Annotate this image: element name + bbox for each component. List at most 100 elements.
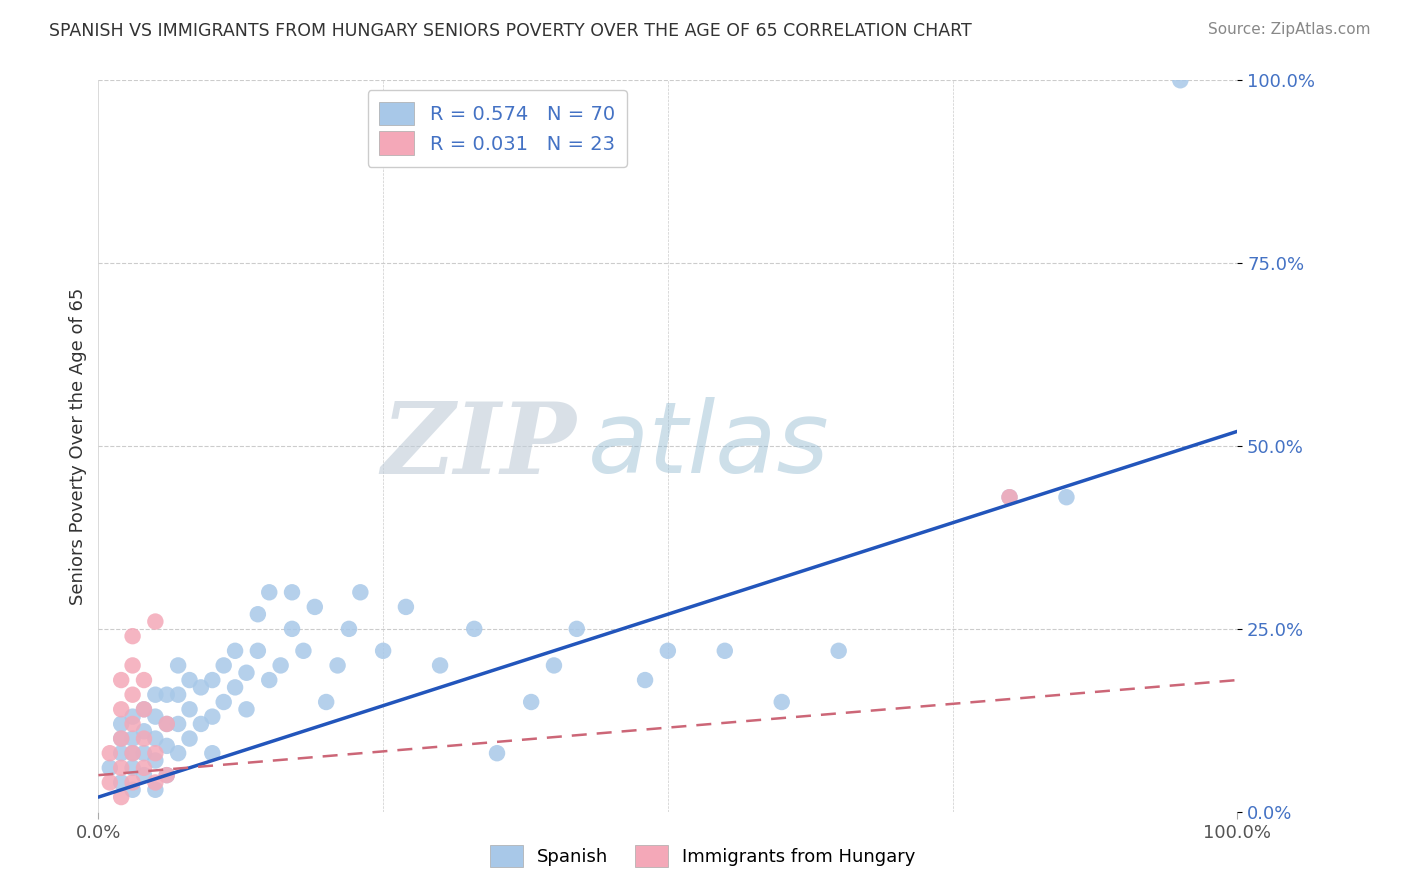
Point <box>259 585 281 599</box>
Point <box>337 622 360 636</box>
Point <box>110 731 132 746</box>
Point <box>259 673 281 687</box>
Point <box>145 746 167 760</box>
Point <box>167 746 190 760</box>
Point <box>224 644 246 658</box>
Point <box>145 775 167 789</box>
Point <box>520 695 543 709</box>
Point <box>132 761 155 775</box>
Point <box>156 717 179 731</box>
Point <box>1054 490 1078 504</box>
Point <box>145 731 167 746</box>
Point <box>121 688 143 702</box>
Point <box>121 709 143 723</box>
Legend: Spanish, Immigrants from Hungary: Spanish, Immigrants from Hungary <box>484 838 922 874</box>
Point <box>156 768 179 782</box>
Point <box>156 739 179 753</box>
Point <box>486 746 509 760</box>
Point <box>98 775 121 789</box>
Point <box>998 490 1021 504</box>
Point <box>281 585 304 599</box>
Point <box>121 746 143 760</box>
Point <box>246 607 269 622</box>
Point <box>770 695 793 709</box>
Y-axis label: Seniors Poverty Over the Age of 65: Seniors Poverty Over the Age of 65 <box>69 287 87 605</box>
Point <box>121 731 143 746</box>
Point <box>201 673 224 687</box>
Text: Source: ZipAtlas.com: Source: ZipAtlas.com <box>1208 22 1371 37</box>
Point <box>110 731 132 746</box>
Point <box>212 658 235 673</box>
Point <box>235 665 257 680</box>
Legend: R = 0.574   N = 70, R = 0.031   N = 23: R = 0.574 N = 70, R = 0.031 N = 23 <box>367 90 627 167</box>
Point <box>201 746 224 760</box>
Point <box>98 746 121 760</box>
Point <box>270 658 292 673</box>
Point <box>132 724 155 739</box>
Point <box>156 688 179 702</box>
Point <box>179 731 201 746</box>
Point <box>110 790 132 805</box>
Point <box>145 754 167 768</box>
Point <box>132 731 155 746</box>
Point <box>315 695 337 709</box>
Point <box>246 644 269 658</box>
Point <box>121 629 143 643</box>
Point <box>212 695 235 709</box>
Point <box>179 702 201 716</box>
Point <box>190 681 212 695</box>
Point <box>121 761 143 775</box>
Point <box>828 644 851 658</box>
Point <box>281 622 304 636</box>
Point <box>429 658 451 673</box>
Point <box>121 782 143 797</box>
Point <box>565 622 588 636</box>
Point <box>110 717 132 731</box>
Point <box>463 622 485 636</box>
Point <box>110 775 132 789</box>
Point <box>714 644 737 658</box>
Point <box>110 673 132 687</box>
Point <box>224 681 246 695</box>
Point <box>998 490 1021 504</box>
Point <box>304 599 326 614</box>
Point <box>235 702 257 716</box>
Point <box>98 761 121 775</box>
Point <box>132 673 155 687</box>
Point <box>145 688 167 702</box>
Point <box>167 658 190 673</box>
Point <box>110 702 132 716</box>
Point <box>292 644 315 658</box>
Point <box>110 746 132 760</box>
Point <box>634 673 657 687</box>
Point <box>121 775 143 789</box>
Point <box>1170 73 1192 87</box>
Point <box>156 717 179 731</box>
Point <box>121 746 143 760</box>
Point <box>132 702 155 716</box>
Point <box>145 782 167 797</box>
Point <box>543 658 565 673</box>
Point <box>201 709 224 723</box>
Point <box>326 658 349 673</box>
Text: SPANISH VS IMMIGRANTS FROM HUNGARY SENIORS POVERTY OVER THE AGE OF 65 CORRELATIO: SPANISH VS IMMIGRANTS FROM HUNGARY SENIO… <box>49 22 972 40</box>
Point <box>371 644 394 658</box>
Text: atlas: atlas <box>588 398 830 494</box>
Point <box>349 585 371 599</box>
Point <box>167 717 190 731</box>
Point <box>657 644 679 658</box>
Point <box>121 658 143 673</box>
Point <box>179 673 201 687</box>
Point <box>110 761 132 775</box>
Point <box>132 702 155 716</box>
Point <box>156 768 179 782</box>
Text: ZIP: ZIP <box>382 398 576 494</box>
Point <box>121 717 143 731</box>
Point <box>132 746 155 760</box>
Point <box>167 688 190 702</box>
Point <box>395 599 418 614</box>
Point <box>132 768 155 782</box>
Point <box>145 709 167 723</box>
Point <box>190 717 212 731</box>
Point <box>145 615 167 629</box>
